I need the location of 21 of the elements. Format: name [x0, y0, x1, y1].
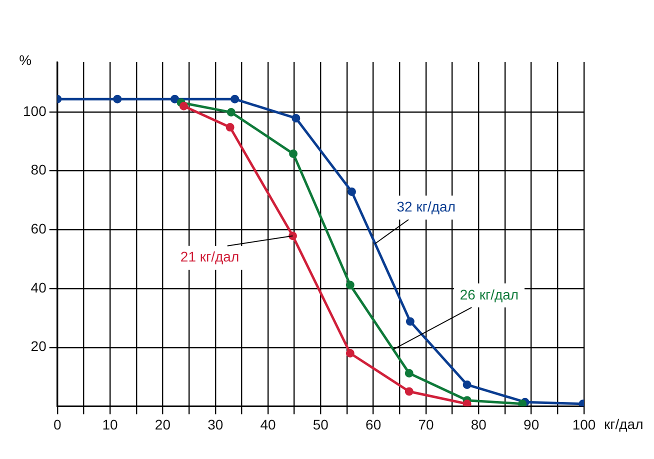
y-tick-label: 80 [30, 162, 47, 178]
y-axis-title: % [19, 52, 32, 68]
text: 32 кг/дал [396, 198, 456, 214]
text: 26 кг/дал [460, 286, 519, 302]
y-tick-label: 60 [30, 220, 47, 237]
x-tick-label: 50 [312, 416, 329, 432]
x-tick-label: 0 [53, 416, 62, 432]
x-tick-label: 90 [524, 416, 540, 432]
y-tick-label: 20 [30, 338, 47, 354]
x-tick-label: 10 [102, 416, 118, 432]
x-tick-label: 100 [572, 416, 596, 432]
x-tick-label: 70 [418, 416, 434, 432]
x-tick-label: 40 [260, 416, 276, 432]
x-tick-label: 80 [470, 416, 487, 432]
x-axis-title: кг/дал [604, 416, 644, 432]
x-tick-label: 20 [154, 416, 171, 432]
text: 21 кг/дал [180, 248, 240, 265]
y-tick-label: 40 [30, 279, 47, 296]
y-tick-label: 100 [23, 102, 47, 119]
x-tick-label: 60 [366, 416, 382, 432]
x-tick-label: 30 [208, 416, 224, 432]
